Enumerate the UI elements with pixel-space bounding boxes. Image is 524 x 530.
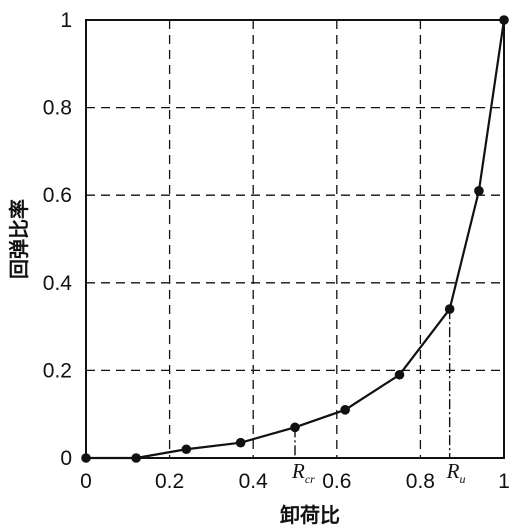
data-point (290, 422, 300, 433)
data-point (131, 453, 141, 463)
y-tick-label: 1 (60, 9, 72, 32)
x-tick-label: 0 (80, 470, 92, 493)
annotations: Rcr Ru (291, 459, 465, 486)
y-tick-label: 0.8 (43, 97, 72, 120)
x-tick-label: 1 (498, 470, 510, 493)
data-point (499, 15, 509, 25)
y-tick-labels: 0 0.2 0.4 0.6 0.8 1 (43, 9, 73, 470)
x-tick-label: 0.2 (155, 470, 184, 493)
guide-lines (294, 309, 451, 458)
y-tick-label: 0 (60, 447, 72, 470)
x-tick-labels: 0 0.2 0.4 0.6 0.8 1 (80, 470, 510, 493)
x-tick-label: 0.6 (322, 470, 351, 493)
data-point (181, 444, 192, 455)
grid-lines (86, 20, 504, 458)
data-points (81, 15, 509, 463)
annotation-label: Rcr (291, 459, 315, 486)
data-point (81, 453, 91, 463)
data-point (474, 186, 484, 196)
x-tick-label: 0.8 (406, 470, 435, 493)
y-tick-label: 0.4 (43, 272, 73, 295)
data-point (340, 405, 350, 415)
data-point (444, 304, 455, 314)
y-tick-label: 0.2 (43, 359, 72, 382)
y-axis-label: 回弹比率 (7, 199, 31, 279)
annotation-label: Ru (446, 459, 466, 486)
data-point (235, 437, 246, 448)
plot-frame (85, 19, 505, 459)
x-axis-label: 卸荷比 (280, 503, 340, 527)
y-tick-label: 0.6 (43, 184, 72, 207)
data-point (394, 369, 405, 380)
x-tick-label: 0.4 (239, 470, 269, 493)
series-line (86, 19, 506, 460)
